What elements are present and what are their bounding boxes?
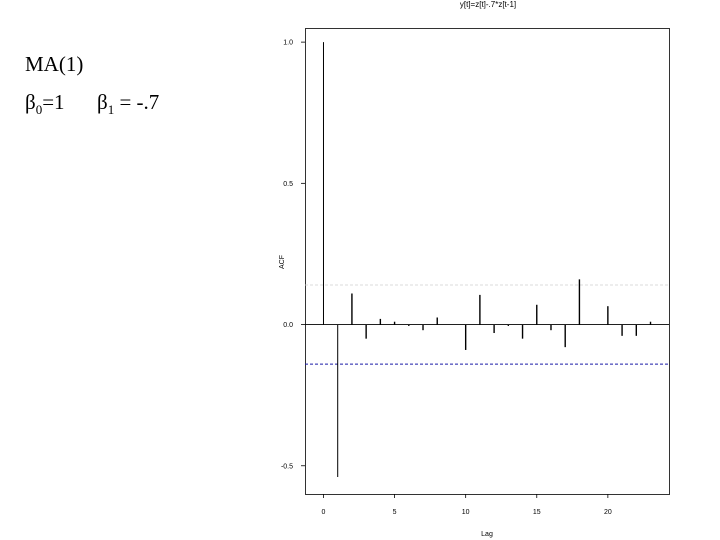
chart-title: y[t]=z[t]-.7*z[t-1]	[460, 0, 516, 9]
x-tick-label: 5	[393, 509, 397, 516]
plot-frame	[305, 28, 670, 495]
y-axis-ticks: 1.0 0.5 0.0 -0.5	[281, 40, 305, 470]
beta1-symbol: β	[97, 90, 108, 114]
model-parameters: β0=1 β1 = -.7	[25, 88, 159, 124]
y-tick-label: 1.0	[283, 40, 293, 47]
x-axis-label: Lag	[481, 531, 493, 538]
beta1-value: = -.7	[114, 90, 160, 114]
x-tick-label: 0	[322, 509, 326, 516]
y-tick-label: -0.5	[281, 463, 293, 470]
beta0-symbol: β	[25, 90, 36, 114]
acf-bars	[322, 42, 652, 478]
beta1-subscript: 1	[107, 102, 115, 118]
x-tick-label: 10	[462, 509, 470, 516]
y-tick-label: 0.5	[283, 181, 293, 188]
x-tick-label: 15	[533, 509, 541, 516]
model-title: MA(1)	[25, 52, 84, 76]
beta0-subscript: 0	[35, 102, 43, 118]
y-tick-label: 0.0	[283, 322, 293, 329]
x-tick-label: 20	[604, 509, 612, 516]
slide-text-block: MA(1) β0=1 β1 = -.7	[25, 50, 159, 124]
x-axis-ticks: 0 5 10 15 20	[322, 494, 612, 516]
beta0-value: =1	[42, 90, 65, 114]
y-axis-label: ACF	[279, 255, 286, 269]
